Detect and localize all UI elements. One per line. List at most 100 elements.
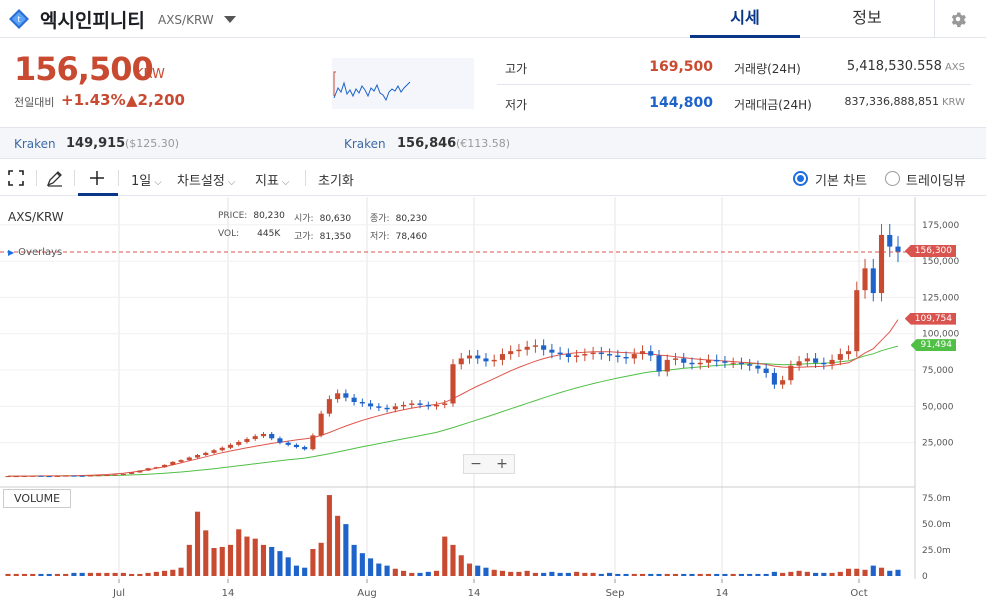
candle-body	[755, 365, 761, 369]
volume-panel-label: VOLUME	[3, 489, 72, 508]
indicators-button[interactable]: 지표 ⌵	[255, 170, 290, 189]
zoom-in-button[interactable]: +	[496, 456, 508, 472]
volume-bar	[392, 568, 398, 576]
volume-bar	[574, 571, 580, 576]
candle-body	[277, 438, 283, 443]
volume-bar	[63, 573, 69, 576]
price-chart[interactable]: 175,000 150,000 125,000 100,000 75,000 50,000…	[0, 197, 986, 600]
y-tick-label: 75,000	[922, 366, 954, 376]
candle-body	[887, 234, 893, 247]
volume-bar	[499, 570, 505, 576]
candle-body	[458, 358, 464, 365]
pencil-icon[interactable]	[45, 168, 65, 188]
candle-body	[862, 268, 868, 291]
volume-bar	[96, 572, 102, 576]
volume-bar	[79, 572, 85, 576]
price-label: PRICE:	[218, 211, 248, 221]
candle-body	[302, 447, 308, 450]
candle-body	[895, 246, 901, 252]
candle-body	[351, 397, 357, 403]
chart-background	[0, 197, 986, 600]
candle-body	[442, 403, 448, 405]
toolbar-divider	[74, 170, 75, 186]
volume-bar	[442, 536, 448, 576]
candle-body	[714, 359, 720, 362]
fullscreen-icon[interactable]	[6, 168, 26, 188]
volume-bar	[672, 573, 679, 576]
candle-body	[747, 364, 753, 366]
crosshair-plus-icon[interactable]	[87, 168, 107, 188]
candle-body	[269, 433, 275, 439]
candle-body	[343, 393, 349, 398]
volume-24h: 5,418,530.558 AXS	[820, 59, 965, 74]
volume-bar	[862, 569, 868, 576]
x-tick-label: Jul	[112, 588, 125, 599]
zoom-out-button[interactable]: −	[470, 456, 482, 472]
candle-body	[137, 470, 143, 473]
candle-body	[203, 452, 209, 456]
reset-button[interactable]: 초기화	[318, 174, 354, 189]
tab-info[interactable]: 정보	[852, 8, 882, 27]
volume-bar	[433, 570, 440, 576]
kraken-name-usd[interactable]: Kraken	[14, 137, 56, 151]
volume-bar	[326, 495, 332, 576]
vol-tick-label: 75.0m	[922, 494, 951, 504]
volume-bar	[21, 573, 28, 576]
candle-body	[623, 356, 629, 359]
basic-chart-radio[interactable]	[793, 171, 808, 186]
candle-body	[46, 476, 52, 478]
volume-bar	[384, 565, 390, 576]
change-amount: ▲2,200	[126, 91, 185, 109]
tradingview-radio[interactable]	[885, 171, 900, 186]
candle-body	[112, 474, 118, 476]
volume-bar	[54, 573, 60, 576]
coin-header: t 엑시인피니티 AXS/KRW 시세 정보	[0, 0, 986, 38]
toolbar-divider	[36, 170, 37, 186]
chart-settings-label: 차트설정	[177, 174, 225, 189]
price-chart-svg[interactable]: 175,000 150,000 125,000 100,000 75,000 50,000…	[0, 197, 986, 600]
coin-name[interactable]: 엑시인피니티	[40, 10, 145, 32]
basic-chart-label[interactable]: 기본 차트	[815, 174, 867, 189]
interval-select[interactable]: 1일 ⌵	[131, 170, 162, 189]
ohlc-open: 시가: 80,630	[294, 211, 351, 224]
candle-body	[771, 372, 777, 385]
volume-bar	[450, 544, 456, 576]
candle-body	[854, 290, 860, 352]
volume-bar	[508, 571, 514, 576]
candle-body	[335, 393, 341, 400]
kraken-name-eur[interactable]: Kraken	[344, 137, 386, 151]
y-tick-label: 175,000	[922, 221, 959, 231]
candle-body	[829, 359, 835, 365]
x-tick-label: 14	[468, 588, 481, 599]
tab-price[interactable]: 시세	[690, 0, 800, 38]
volume-bar	[318, 542, 324, 576]
volume-bar	[639, 573, 646, 576]
candle-body	[450, 364, 456, 404]
candle-body	[689, 362, 695, 365]
ma2-badge: 91,494	[910, 339, 956, 352]
volume-bar	[293, 565, 299, 576]
interval-label: 1일	[131, 174, 152, 189]
settings-button[interactable]	[934, 0, 980, 38]
candle-body	[219, 447, 225, 451]
volume-bar	[755, 573, 761, 576]
volume-bar	[409, 572, 415, 576]
current-price: 156,500	[14, 50, 154, 88]
change-percent: +1.43%	[61, 91, 126, 109]
candle-body	[730, 362, 736, 364]
volume-bar	[607, 572, 613, 576]
chart-settings-button[interactable]: 차트설정 ⌵	[177, 170, 235, 189]
candle-body	[705, 359, 712, 363]
candle-body	[38, 475, 44, 477]
candle-body	[71, 475, 77, 477]
candle-body	[681, 358, 687, 363]
candle-body	[763, 368, 769, 373]
overlays-toggle[interactable]: ▶ Overlays	[8, 247, 62, 258]
coin-select-chevron-down-icon[interactable]	[224, 16, 236, 23]
volume-value: 5,418,530.558	[846, 59, 942, 74]
mini-price-chart	[332, 58, 474, 109]
tradingview-label[interactable]: 트레이딩뷰	[906, 174, 966, 189]
volume-bar	[162, 570, 168, 576]
high-label: 고가	[505, 62, 528, 76]
volume-bar	[236, 529, 242, 576]
